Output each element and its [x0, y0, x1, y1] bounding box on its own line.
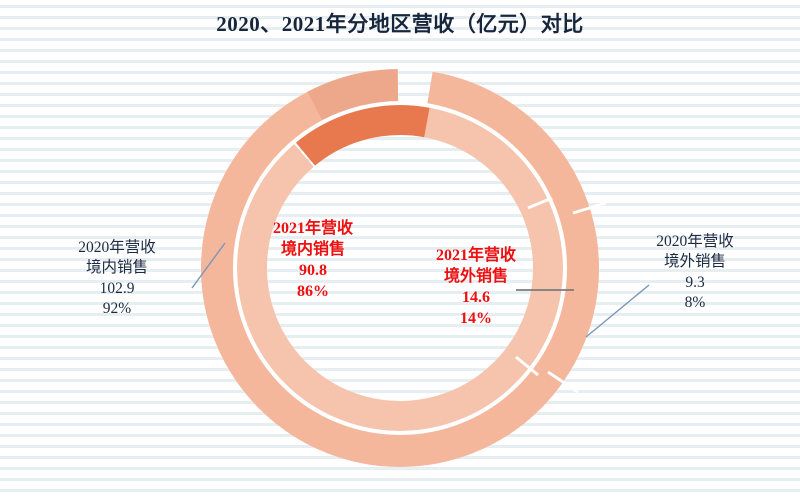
callout-2020-domestic[interactable]: 2020年营收 境内销售 102.9 92%	[42, 238, 192, 320]
callout-2021-overseas-line1: 2021年营收	[435, 247, 516, 264]
outer-ring-2020	[201, 69, 607, 467]
outer-ring-domestic-segment[interactable]	[201, 69, 599, 467]
callout-2020-overseas-value: 9.3	[685, 273, 705, 291]
inner-ring-overseas-segment[interactable]	[237, 105, 563, 431]
callout-2020-overseas-percent: 8%	[684, 294, 706, 312]
inner-ring-domestic-segment[interactable]	[237, 105, 563, 431]
ring-divider	[233, 101, 567, 435]
callout-2021-domestic-line2: 境内销售	[280, 241, 345, 259]
callout-2020-domestic-line1: 2020年营收	[78, 239, 156, 256]
callout-2020-overseas-line2: 境外销售	[663, 253, 726, 271]
callout-2021-overseas[interactable]: 2021年营收 境外销售 14.6 14%	[406, 245, 546, 329]
outer-separator-bottom	[547, 370, 579, 394]
leader-line-2020-domestic	[191, 242, 226, 289]
callout-2020-domestic-line2: 境内销售	[85, 259, 148, 277]
callout-2021-overseas-line2: 境外销售	[443, 268, 508, 286]
chart-title: 2020、2021年分地区营收（亿元）对比	[216, 12, 584, 36]
callout-2020-domestic-percent: 92%	[102, 300, 132, 318]
callout-2020-overseas-line1: 2020年营收	[656, 233, 734, 250]
callout-2021-domestic[interactable]: 2021年营收 境内销售 90.8 86%	[243, 218, 383, 302]
callout-2021-overseas-percent: 14%	[460, 310, 492, 328]
leader-line-2020-overseas	[585, 284, 650, 338]
callout-2021-domestic-line1: 2021年营收	[272, 220, 353, 237]
callout-2021-domestic-value: 90.8	[299, 262, 327, 280]
callout-2020-domestic-value: 102.9	[99, 279, 135, 297]
callout-2021-domestic-percent: 86%	[297, 283, 329, 301]
callout-2021-overseas-value: 14.6	[462, 289, 490, 307]
inner-ring-2021	[237, 105, 563, 431]
outer-separator-top	[572, 201, 607, 215]
callout-2020-overseas[interactable]: 2020年营收 境外销售 9.3 8%	[620, 232, 770, 314]
inner-separator-bottom	[515, 355, 539, 377]
